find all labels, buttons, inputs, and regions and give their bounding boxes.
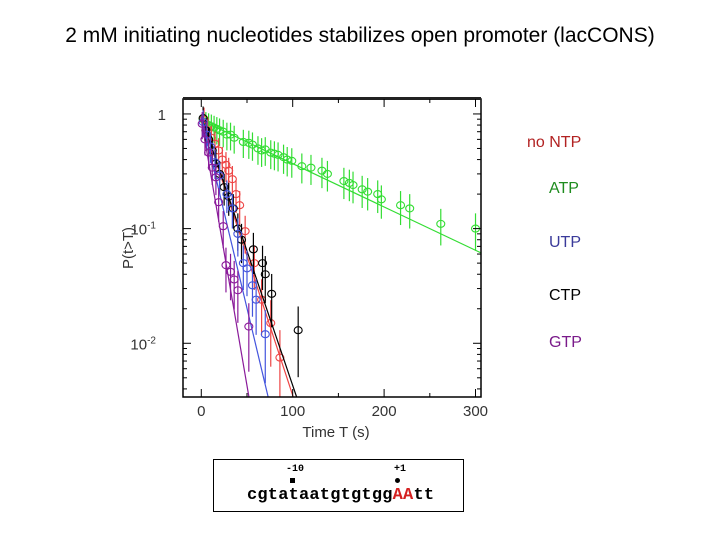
data-point bbox=[348, 180, 358, 190]
data-point bbox=[293, 326, 303, 335]
data-point bbox=[436, 219, 446, 228]
y-tick-exponent: -1 bbox=[147, 221, 156, 232]
data-point bbox=[405, 204, 415, 213]
data-point bbox=[229, 133, 239, 142]
x-tick-label: 200 bbox=[372, 403, 397, 420]
data-point bbox=[244, 322, 254, 331]
data-point bbox=[197, 119, 207, 128]
data-point bbox=[297, 162, 307, 171]
data-point bbox=[204, 148, 214, 157]
legend-no-ntp: no NTP bbox=[527, 134, 582, 151]
data-point bbox=[222, 190, 232, 199]
data-point bbox=[251, 295, 261, 304]
legend-gtp: GTP bbox=[549, 334, 582, 351]
data-point bbox=[322, 169, 332, 178]
slide-title: 2 mM initiating nucleotides stabilizes o… bbox=[65, 24, 655, 47]
legend-utp: UTP bbox=[549, 234, 581, 251]
data-point bbox=[211, 173, 221, 182]
data-point bbox=[242, 264, 252, 273]
data-point bbox=[210, 158, 220, 167]
x-tick-label: 100 bbox=[280, 403, 305, 420]
data-point bbox=[357, 185, 367, 194]
promoter-sequence: cgtataatgtgtggAAtt bbox=[247, 486, 434, 505]
sequence-initiating-nucleotides: AA bbox=[392, 486, 414, 505]
fit-line bbox=[201, 119, 482, 254]
data-point bbox=[306, 163, 316, 172]
data-point bbox=[260, 270, 270, 279]
y-tick-label: 1 bbox=[158, 107, 166, 124]
data-point bbox=[363, 187, 373, 196]
sequence-suffix: tt bbox=[413, 486, 435, 505]
marker-minus10-square bbox=[290, 478, 295, 483]
data-point bbox=[214, 198, 224, 207]
plot-frame-top bbox=[183, 97, 481, 100]
plot-frame bbox=[182, 98, 482, 398]
data-point bbox=[200, 135, 210, 144]
y-axis-label: P(t>T) bbox=[120, 227, 137, 269]
sequence-prefix: cgtataatgtgtgg bbox=[247, 486, 393, 505]
data-point bbox=[273, 150, 283, 159]
x-axis-label: Time T (s) bbox=[302, 424, 369, 441]
marker-minus10-label: -10 bbox=[286, 464, 305, 475]
fit-line bbox=[200, 116, 298, 398]
y-tick-label: 10-2 bbox=[130, 335, 156, 353]
data-point bbox=[227, 175, 237, 184]
legend-atp: ATP bbox=[549, 180, 579, 197]
data-point bbox=[227, 204, 237, 213]
data-point bbox=[248, 245, 258, 254]
data-point bbox=[233, 229, 243, 238]
data-point bbox=[376, 195, 386, 204]
marker-plus1-label: +1 bbox=[394, 464, 407, 475]
data-point bbox=[238, 137, 248, 146]
legend-ctp: CTP bbox=[549, 287, 581, 304]
promoter-sequence-box: -10 +1 cgtataatgtgtggAAtt bbox=[213, 459, 464, 512]
data-point bbox=[260, 330, 270, 339]
y-tick-exponent: -2 bbox=[147, 335, 156, 346]
data-point bbox=[339, 176, 349, 186]
series-gtp bbox=[197, 112, 254, 398]
x-tick-label: 0 bbox=[197, 403, 205, 420]
marker-plus1-dot bbox=[395, 478, 400, 483]
data-point bbox=[267, 289, 277, 298]
data-point bbox=[257, 259, 268, 268]
data-point bbox=[218, 222, 228, 231]
data-point bbox=[396, 201, 406, 210]
data-point bbox=[287, 156, 297, 165]
plot-area bbox=[197, 106, 482, 398]
x-tick-label: 300 bbox=[463, 403, 488, 420]
data-point bbox=[275, 353, 285, 362]
data-point bbox=[233, 286, 243, 295]
